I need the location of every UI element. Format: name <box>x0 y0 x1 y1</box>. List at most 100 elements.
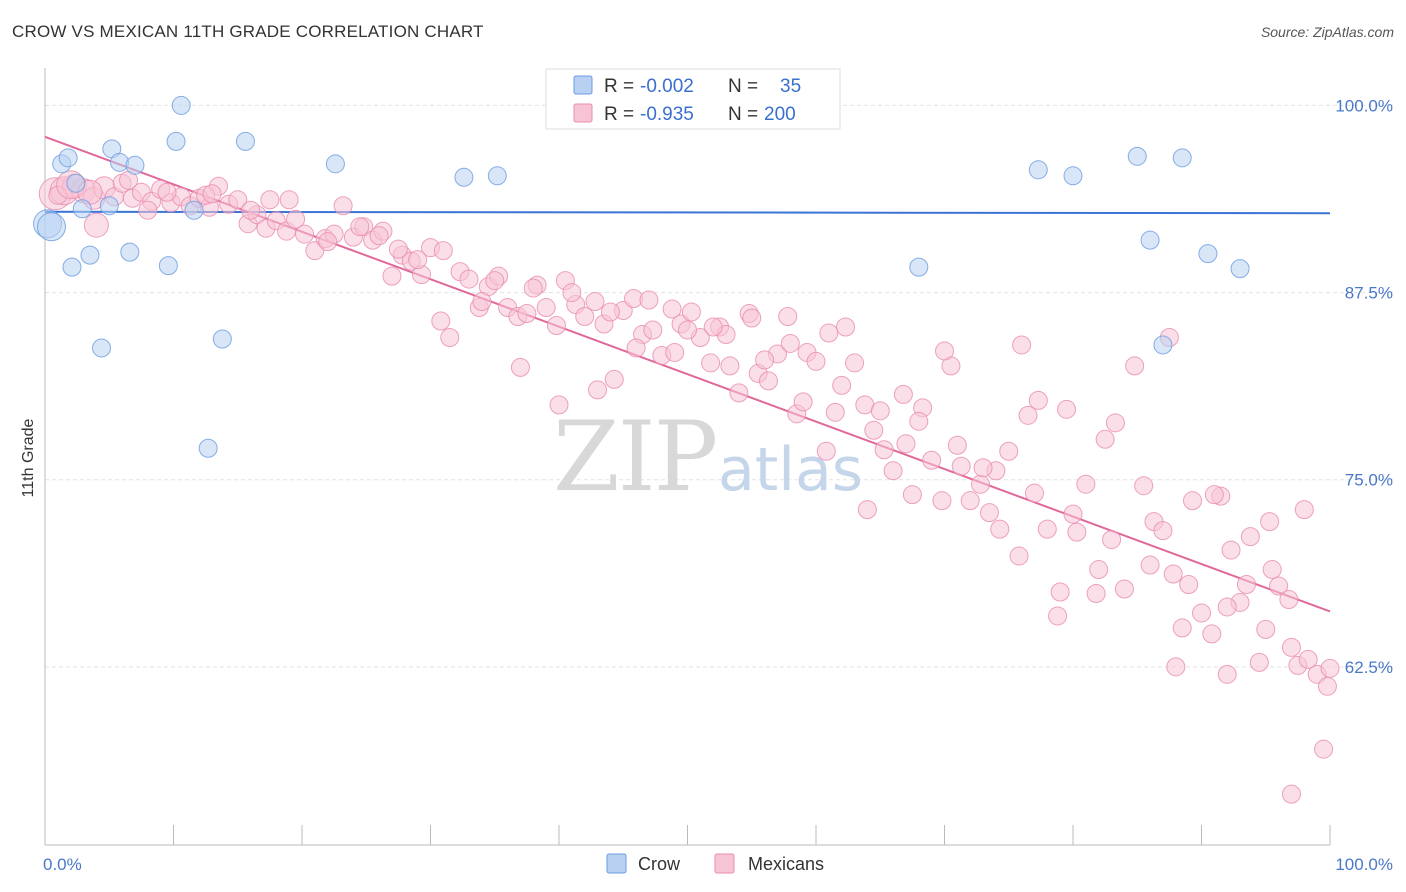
mexicans-point <box>665 342 685 362</box>
mexicans-point <box>1089 560 1109 580</box>
mexicans-point <box>681 302 701 322</box>
mexicans-point <box>369 226 389 246</box>
mexicans-point <box>472 292 492 312</box>
mexicans-point <box>1086 583 1106 603</box>
mexicans-point <box>883 461 903 481</box>
mexicans-point <box>333 196 353 216</box>
mexicans-point <box>549 395 569 415</box>
crow-point <box>1198 244 1218 264</box>
mexicans-point <box>832 375 852 395</box>
mexicans-point <box>1279 589 1299 609</box>
crow-point <box>1063 166 1083 186</box>
mexicans-point <box>459 269 479 289</box>
mexicans-point <box>517 304 537 324</box>
bottom-legend: Crow Mexicans <box>606 853 824 874</box>
mexicans-point <box>932 491 952 511</box>
mexicans-point <box>1153 521 1173 541</box>
crow-point <box>1127 146 1147 166</box>
bottom-legend-swatch-mexicans <box>714 853 735 874</box>
mexicans-point <box>1217 597 1237 617</box>
legend-box: R = -0.002 N = 35 R = -0.935 N = 200 <box>545 68 841 130</box>
mexicans-point <box>1102 530 1122 550</box>
mexicans-point <box>1125 356 1145 376</box>
mexicans-point <box>318 232 338 252</box>
mexicans-point <box>1314 739 1334 759</box>
tick-labels: 100.0% 87.5% 75.0% 62.5% 0.0% 100.0% <box>43 96 1393 874</box>
crow-point <box>120 242 140 262</box>
mexicans-point <box>408 250 428 270</box>
crow-point <box>66 173 86 193</box>
crow-point <box>1230 259 1250 279</box>
mexicans-point <box>382 266 402 286</box>
mexicans-point <box>1179 575 1199 595</box>
crow-point <box>171 95 191 115</box>
crow-point <box>1028 160 1048 180</box>
mexicans-point <box>1028 390 1048 410</box>
mexicans-point <box>825 402 845 422</box>
mexicans-point <box>83 212 109 238</box>
mexicans-point <box>1204 485 1224 505</box>
mexicans-point <box>1281 637 1301 657</box>
mexicans-point <box>845 353 865 373</box>
mexicans-point <box>1114 579 1134 599</box>
mexicans-point <box>1260 512 1280 532</box>
mexicans-point <box>1024 483 1044 503</box>
crow-point <box>1172 148 1192 168</box>
mexicans-point <box>1012 335 1032 355</box>
crow-point <box>909 257 929 277</box>
mexicans-point <box>857 500 877 520</box>
mexicans-point <box>990 519 1010 539</box>
mexicans-point <box>1256 619 1276 639</box>
mexicans-point <box>793 392 813 412</box>
mexicans-point <box>1217 664 1237 684</box>
mexicans-point <box>1317 676 1337 696</box>
mexicans-point <box>836 317 856 337</box>
crow-point <box>99 196 119 216</box>
legend-n-value: 35 <box>780 76 801 97</box>
mexicans-point <box>241 200 261 220</box>
legend-r-label: R = <box>604 76 639 97</box>
mexicans-point <box>1140 555 1160 575</box>
mexicans-point <box>1172 618 1192 638</box>
legend-r-label: R = <box>604 104 639 125</box>
mexicans-point <box>1262 560 1282 580</box>
mexicans-point <box>1294 500 1314 520</box>
crow-point <box>1140 230 1160 250</box>
y-tick-label: 87.5% <box>1345 284 1393 303</box>
y-tick-label: 62.5% <box>1345 658 1393 677</box>
mexicans-point <box>431 311 451 331</box>
mexicans-point <box>639 290 659 310</box>
mexicans-point <box>1192 603 1211 623</box>
mexicans-point <box>643 320 663 340</box>
mexicans-point <box>1236 575 1256 595</box>
mexicans-point <box>1050 582 1070 602</box>
mexicans-point <box>485 271 505 291</box>
mexicans-point <box>1018 405 1038 425</box>
mexicans-point <box>1281 784 1301 804</box>
crow-point <box>92 338 112 358</box>
mexicans-point <box>1095 429 1115 449</box>
crow-point <box>184 200 204 220</box>
mexicans-point <box>864 420 884 440</box>
mexicans-point <box>575 307 595 327</box>
mexicans-point <box>816 441 836 461</box>
mexicans-point <box>1063 504 1083 524</box>
mexicans-point <box>626 338 646 358</box>
legend-r-value: -0.935 <box>640 104 694 125</box>
chart-title: CROW VS MEXICAN 11TH GRADE CORRELATION C… <box>12 22 484 41</box>
crow-point <box>487 166 507 186</box>
crow-point <box>325 154 345 174</box>
mexicans-point <box>1037 519 1057 539</box>
mexicans-point <box>973 458 993 478</box>
mexicans-point <box>510 357 530 377</box>
mexicans-point <box>947 435 967 455</box>
crow-point <box>58 148 78 168</box>
mexicans-point <box>742 308 762 328</box>
watermark-atlas: atlas <box>718 435 863 505</box>
legend-r-value: -0.002 <box>640 76 694 97</box>
mexicans-point <box>562 283 582 303</box>
mexicans-point <box>1183 491 1203 511</box>
x-tick-label: 100.0% <box>1335 855 1393 874</box>
crow-point <box>158 256 178 276</box>
watermark-zip: ZIP <box>553 401 716 513</box>
